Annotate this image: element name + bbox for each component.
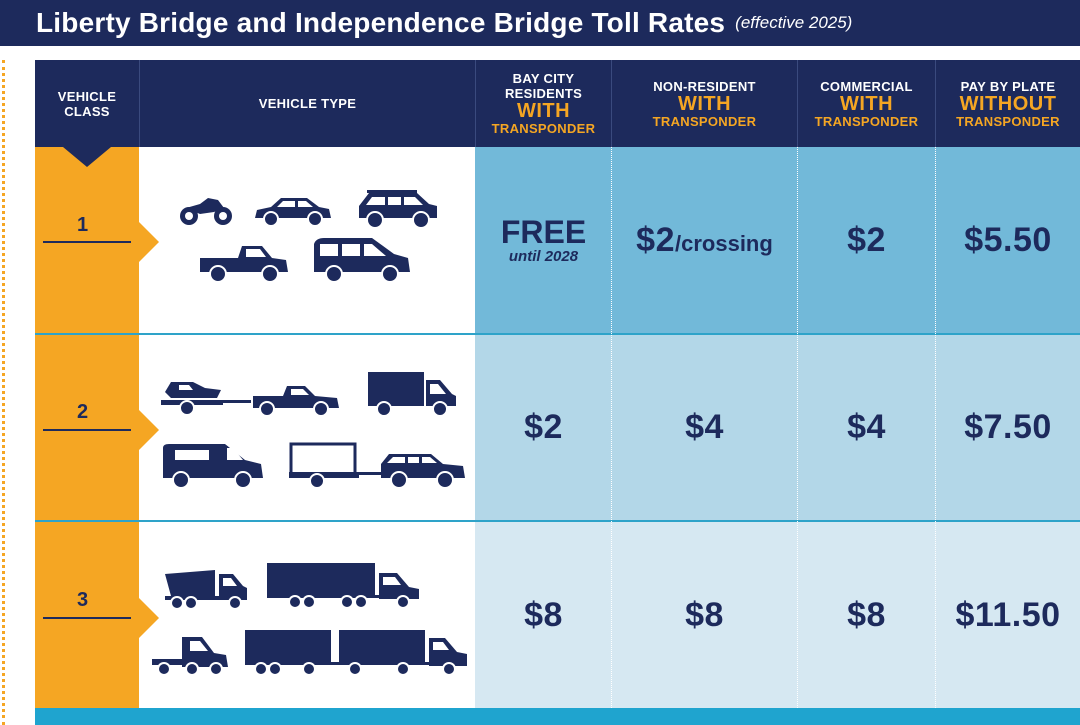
header-vehicle-type: VEHICLE TYPE bbox=[140, 60, 475, 147]
class-underline bbox=[43, 241, 131, 243]
class-label-1: 1 bbox=[76, 214, 89, 236]
row-2-bg bbox=[475, 335, 1080, 520]
class-underline bbox=[43, 429, 131, 431]
row-arrow-icon bbox=[139, 410, 159, 450]
column-divider bbox=[797, 147, 798, 708]
suv-icon bbox=[359, 190, 437, 229]
cargo-van-icon bbox=[163, 444, 263, 489]
page-title: Liberty Bridge and Independence Bridge T… bbox=[36, 7, 726, 38]
row-divider bbox=[35, 520, 1080, 522]
rate-class2-non-resident: $4 bbox=[685, 408, 724, 446]
rate-class1-commercial: $2 bbox=[847, 220, 886, 259]
tractor-trailer-icon bbox=[267, 563, 419, 609]
sedan-icon bbox=[255, 198, 331, 227]
toll-rate-table: VEHICLE CLASS VEHICLE TYPE BAY CITY RESI… bbox=[35, 60, 1080, 725]
bottom-accent-bar bbox=[35, 708, 1080, 725]
rate-class2-commercial: $4 bbox=[847, 408, 886, 446]
column-divider bbox=[935, 147, 936, 708]
rate-class3-commercial: $8 bbox=[847, 595, 886, 634]
pickup-icon bbox=[200, 246, 288, 283]
semi-cab-icon bbox=[152, 637, 228, 676]
rate-class3-resident: $8 bbox=[524, 595, 563, 634]
vehicle-type-cell-3 bbox=[139, 522, 475, 708]
header-non-resident: NON-RESIDENT WITH TRANSPONDER bbox=[612, 60, 797, 147]
rate-class3-pay-by-plate: $11.50 bbox=[955, 595, 1061, 634]
trailer-suv-icon bbox=[289, 442, 465, 489]
class-column bbox=[35, 147, 139, 708]
dotted-divider bbox=[2, 60, 5, 725]
down-arrow-icon bbox=[63, 147, 111, 167]
row-divider bbox=[35, 333, 1080, 335]
class-label-3: 3 bbox=[76, 589, 89, 611]
class-label-2: 2 bbox=[76, 401, 89, 423]
row-1-bg bbox=[475, 147, 1080, 333]
row-arrow-icon bbox=[139, 222, 159, 262]
title-bar: Liberty Bridge and Independence Bridge T… bbox=[0, 0, 1080, 46]
vehicle-type-cell-1 bbox=[139, 147, 475, 333]
rate-class3-non-resident: $8 bbox=[685, 595, 724, 634]
motorcycle-icon bbox=[180, 198, 232, 225]
rate-class1-resident: FREE until 2028 bbox=[500, 213, 587, 265]
row-arrow-icon bbox=[139, 598, 159, 638]
rate-class2-resident: $2 bbox=[524, 408, 563, 446]
box-truck-icon bbox=[368, 372, 456, 417]
rate-class1-pay-by-plate: $5.50 bbox=[964, 220, 1052, 259]
class-underline bbox=[43, 617, 131, 619]
minivan-icon bbox=[314, 238, 410, 283]
header-bay-city-residents: BAY CITY RESIDENTS WITH TRANSPONDER bbox=[476, 60, 611, 147]
header-commercial: COMMERCIAL WITH TRANSPONDER bbox=[798, 60, 935, 147]
page-subtitle: (effective 2025) bbox=[735, 13, 853, 32]
double-trailer-icon bbox=[245, 630, 467, 676]
dump-truck-icon bbox=[165, 570, 247, 610]
row-3-bg bbox=[475, 522, 1080, 708]
vehicle-type-cell-2 bbox=[139, 335, 475, 520]
rate-class2-pay-by-plate: $7.50 bbox=[964, 408, 1052, 446]
boat-trailer-pickup-icon bbox=[161, 382, 339, 417]
header-pay-by-plate: PAY BY PLATE WITHOUT TRANSPONDER bbox=[936, 60, 1080, 147]
column-divider bbox=[611, 147, 612, 708]
rate-class1-non-resident: $2/crossing bbox=[636, 220, 773, 259]
header-vehicle-class: VEHICLE CLASS bbox=[35, 60, 139, 147]
